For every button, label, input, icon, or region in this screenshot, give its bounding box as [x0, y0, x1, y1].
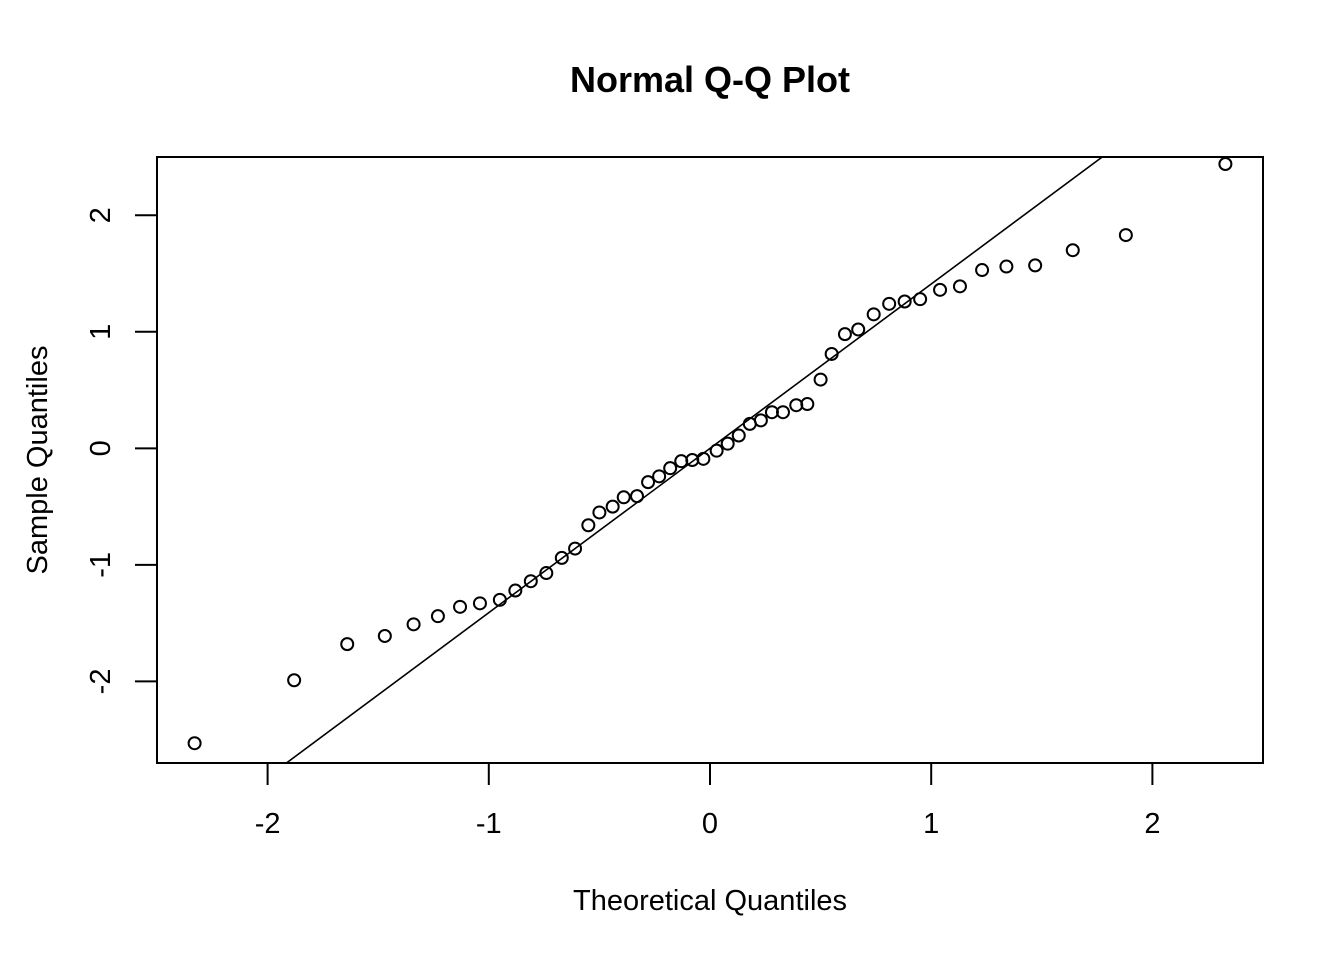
y-axis-label: Sample Quantiles	[22, 346, 54, 575]
data-point	[1218, 156, 1233, 171]
points-layer	[187, 156, 1233, 751]
data-point	[539, 566, 554, 581]
x-tick-label: 0	[702, 808, 718, 840]
data-point	[508, 583, 523, 598]
data-point	[287, 673, 302, 688]
data-point	[753, 413, 768, 428]
chart-title: Normal Q-Q Plot	[570, 59, 850, 100]
data-point	[523, 574, 538, 589]
data-point	[975, 263, 990, 278]
data-point	[999, 259, 1014, 274]
data-point	[837, 327, 852, 342]
data-point	[866, 307, 881, 322]
data-point	[472, 596, 487, 611]
data-point	[663, 461, 678, 476]
x-axis: -2 -1 0 1 2	[255, 763, 1160, 840]
data-point	[187, 736, 202, 751]
data-point	[1065, 243, 1080, 258]
data-point	[1118, 228, 1133, 243]
data-point	[430, 609, 445, 624]
data-point	[605, 499, 620, 514]
y-tick-label: 2	[85, 207, 117, 223]
x-tick-label: -2	[255, 808, 281, 840]
y-tick-label: 1	[85, 324, 117, 340]
data-point	[813, 372, 828, 387]
x-axis-label: Theoretical Quantiles	[573, 885, 847, 917]
data-point	[696, 451, 711, 466]
data-point	[952, 279, 967, 294]
data-point	[913, 292, 928, 307]
data-point	[616, 490, 631, 505]
data-point	[731, 428, 746, 443]
y-tick-label: -2	[85, 669, 117, 695]
x-tick-label: -1	[476, 808, 502, 840]
data-point	[492, 592, 507, 607]
reference-line	[285, 157, 1104, 763]
x-tick-label: 2	[1144, 808, 1160, 840]
data-point	[824, 346, 839, 361]
data-point	[592, 505, 607, 520]
data-point	[800, 397, 815, 412]
y-tick-label: -1	[85, 552, 117, 578]
data-point	[641, 475, 656, 490]
data-point	[897, 294, 912, 309]
data-point	[851, 322, 866, 337]
data-point	[406, 617, 421, 632]
data-point	[720, 436, 735, 451]
data-point	[1028, 258, 1043, 273]
data-point	[453, 599, 468, 614]
data-point	[581, 518, 596, 533]
data-point	[882, 296, 897, 311]
data-point	[775, 405, 790, 420]
data-point	[554, 550, 569, 565]
y-tick-label: 0	[85, 440, 117, 456]
data-point	[568, 541, 583, 556]
data-point	[933, 282, 948, 297]
data-point	[630, 489, 645, 504]
data-point	[652, 469, 667, 484]
data-point	[377, 628, 392, 643]
data-point	[709, 443, 724, 458]
data-point	[340, 637, 355, 652]
x-tick-label: 1	[923, 808, 939, 840]
y-axis: -2 -1 0 1 2	[85, 207, 157, 694]
